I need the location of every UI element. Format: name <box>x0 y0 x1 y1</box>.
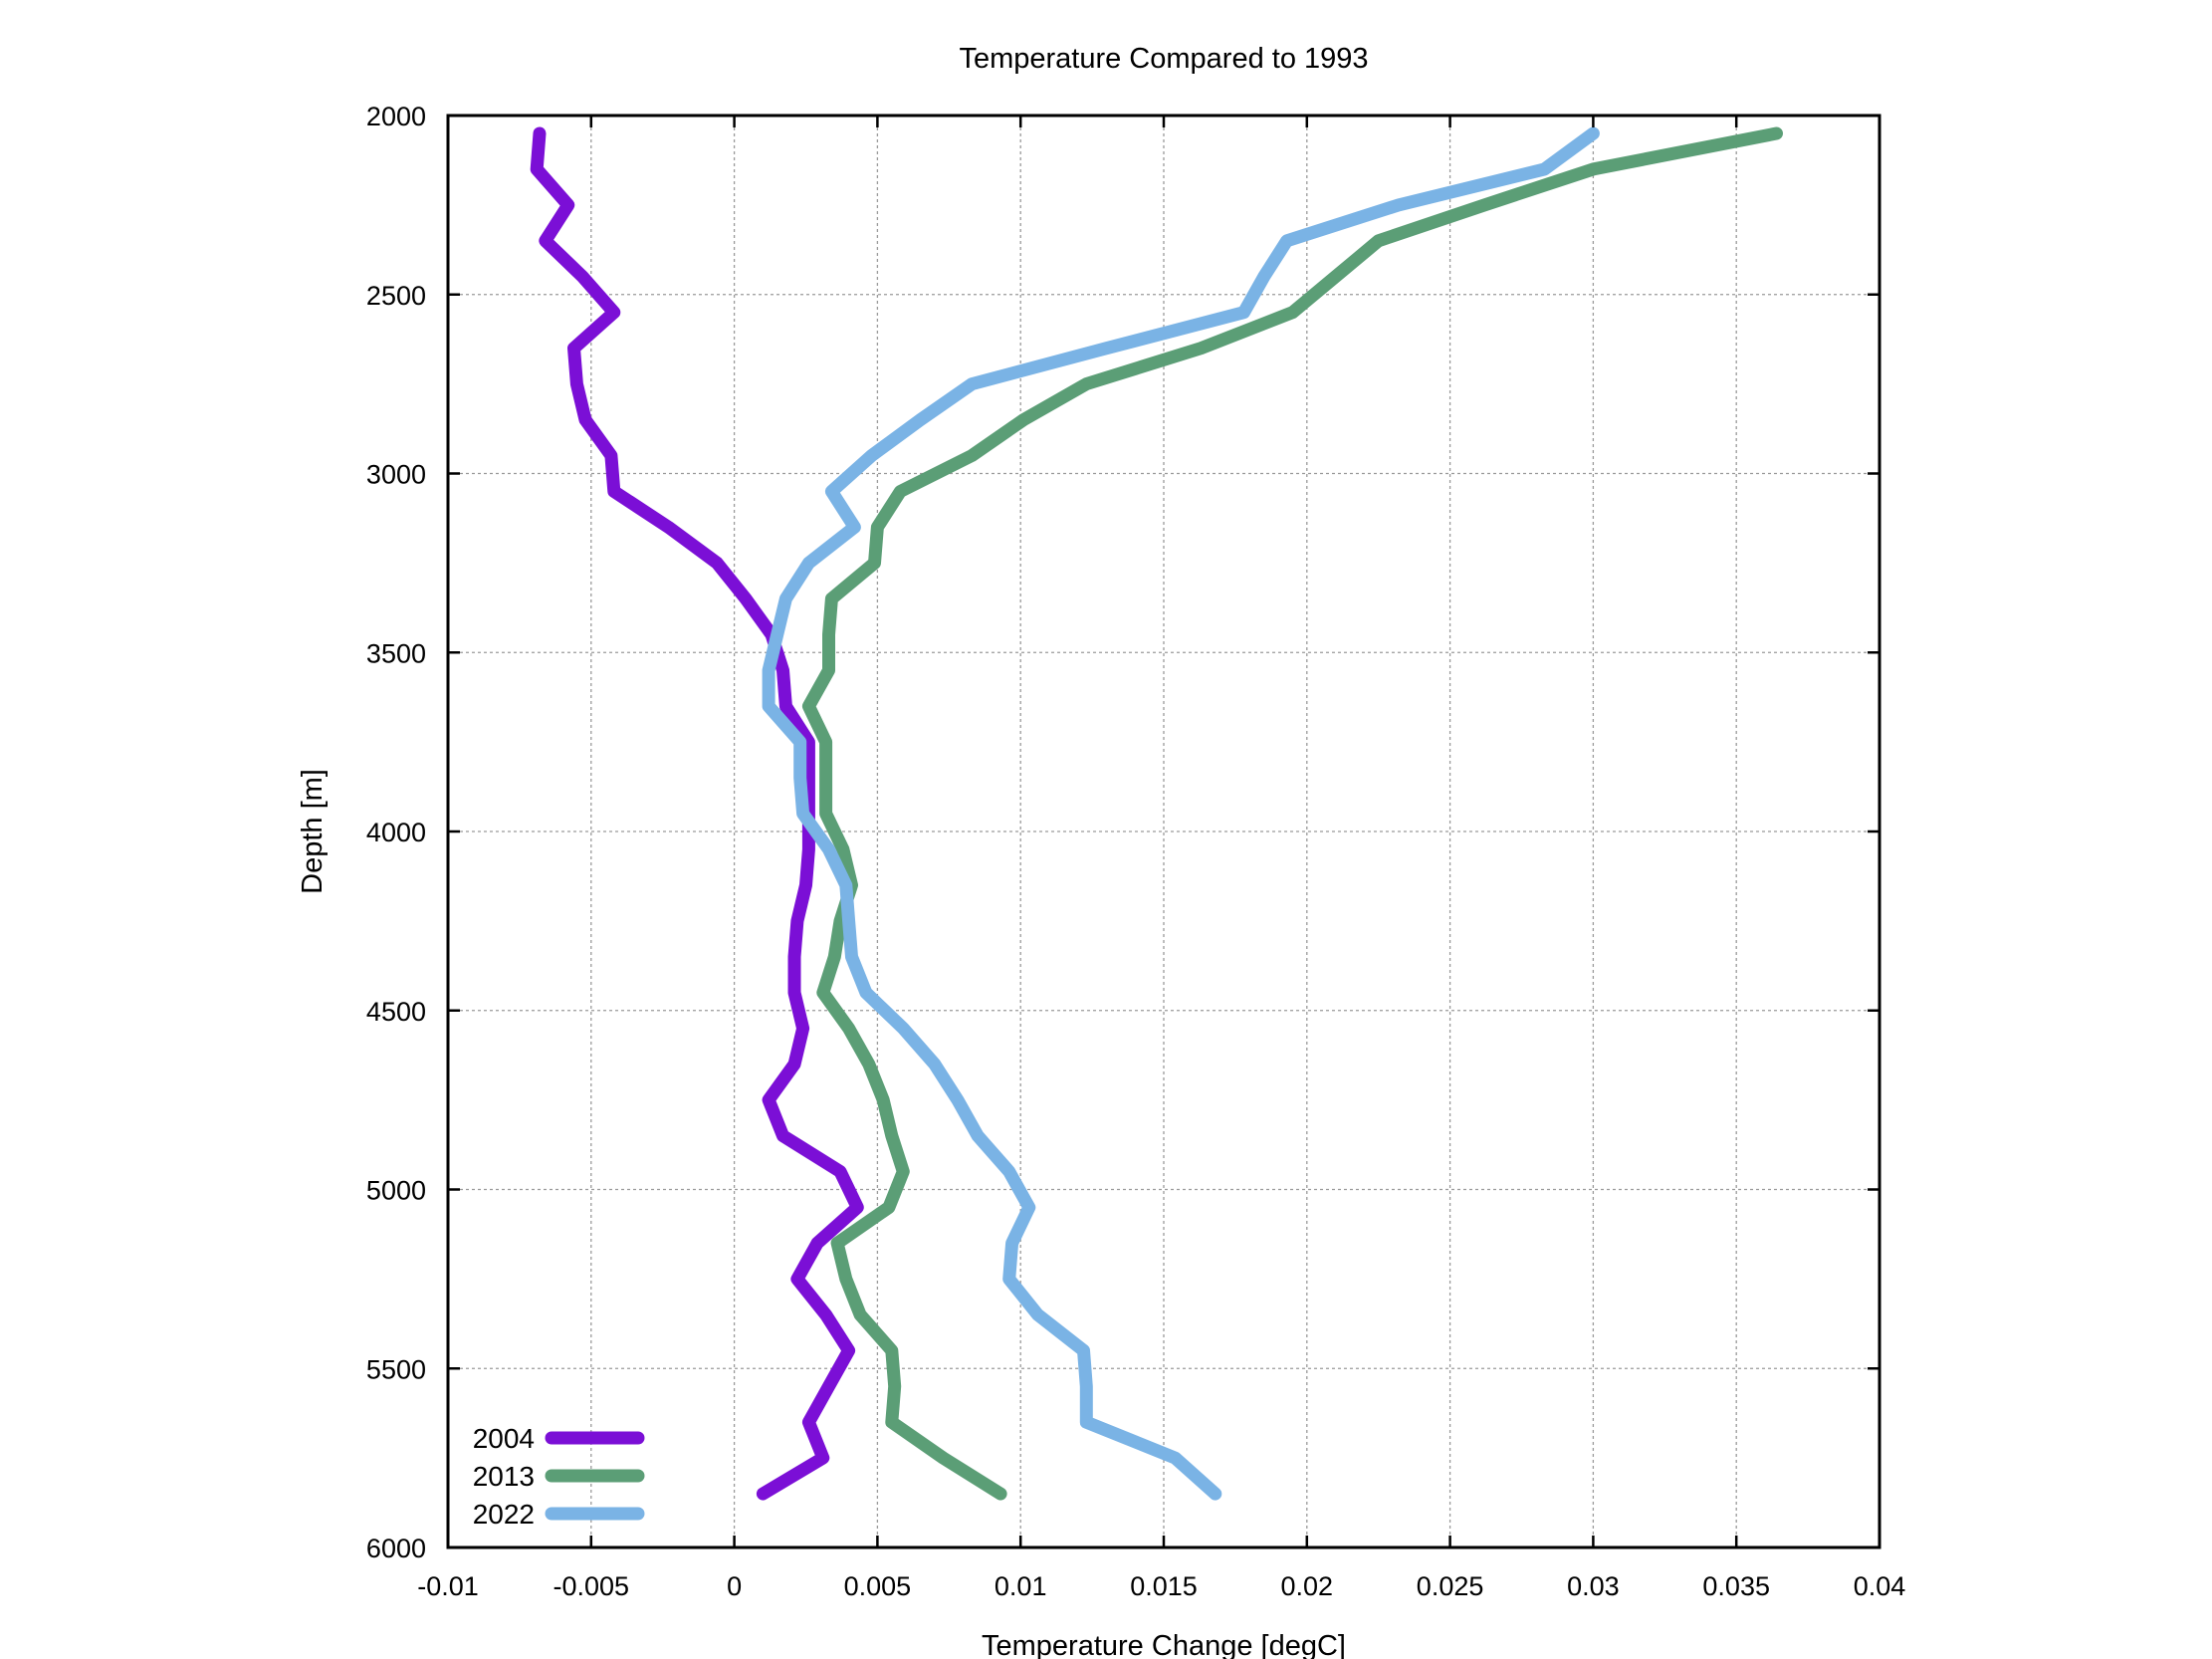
x-tick-label: 0.03 <box>1567 1571 1620 1601</box>
y-tick-label: 4500 <box>366 997 426 1027</box>
y-tick-label: 3000 <box>366 460 426 490</box>
x-tick-label: 0.02 <box>1281 1571 1334 1601</box>
legend-label-2013: 2013 <box>473 1461 535 1492</box>
legend-label-2022: 2022 <box>473 1499 535 1530</box>
x-tick-label: 0.005 <box>844 1571 912 1601</box>
y-axis-label: Depth [m] <box>297 769 329 894</box>
axis-ticks <box>446 114 1881 1549</box>
x-tick-label: 0.025 <box>1417 1571 1484 1601</box>
y-axis-tick-labels: 2000 2500 3000 3500 4000 4500 5000 5500 6000 <box>366 102 426 1563</box>
x-tick-label: 0 <box>727 1571 742 1601</box>
x-axis-label: Temperature Change [degC] <box>982 1630 1346 1659</box>
y-tick-label: 5500 <box>366 1354 426 1384</box>
x-tick-label: -0.005 <box>553 1571 630 1601</box>
x-axis-tick-labels: -0.01 -0.005 0 0.005 0.01 0.015 0.02 0.025 0.03 0… <box>417 1571 1905 1601</box>
x-tick-label: 0.015 <box>1130 1571 1198 1601</box>
chart-title: Temperature Compared to 1993 <box>959 43 1368 75</box>
x-tick-label: -0.01 <box>417 1571 479 1601</box>
x-tick-label: 0.01 <box>995 1571 1047 1601</box>
legend: 2004 2013 2022 <box>473 1423 645 1530</box>
x-tick-label: 0.04 <box>1854 1571 1906 1601</box>
y-tick-label: 6000 <box>366 1534 426 1563</box>
legend-label-2004: 2004 <box>473 1423 535 1454</box>
series-line-2022 <box>762 126 1600 1501</box>
y-tick-label: 5000 <box>366 1176 426 1206</box>
series-line-2013 <box>801 126 1783 1501</box>
series-group <box>530 126 1783 1501</box>
y-tick-label: 4000 <box>366 818 426 847</box>
y-tick-label: 2500 <box>366 281 426 311</box>
y-tick-label: 3500 <box>366 638 426 668</box>
x-tick-label: 0.035 <box>1702 1571 1770 1601</box>
y-tick-label: 2000 <box>366 102 426 131</box>
